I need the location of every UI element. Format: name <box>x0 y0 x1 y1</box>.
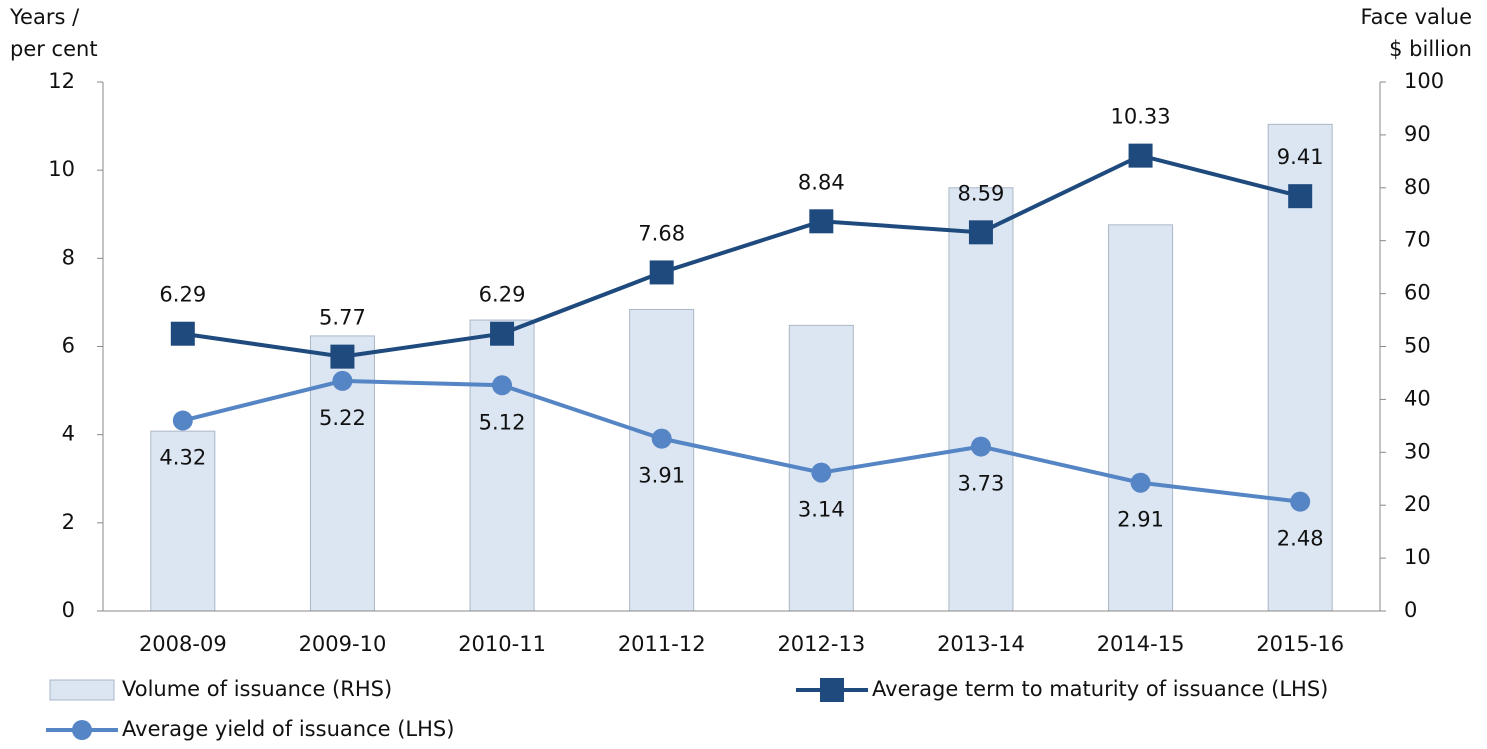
legend-swatch <box>820 678 844 702</box>
y-tick-label: 4 <box>62 422 75 446</box>
y-tick-label: 10 <box>48 157 75 181</box>
marker <box>172 410 193 431</box>
marker <box>170 321 195 346</box>
marker <box>1128 143 1153 168</box>
marker <box>968 220 993 245</box>
data-label: 3.91 <box>638 464 685 488</box>
marker <box>651 428 672 449</box>
data-label: 10.33 <box>1111 105 1171 129</box>
legend-swatch <box>72 720 92 740</box>
y2-tick-label: 10 <box>1404 545 1431 569</box>
x-tick-label: 2010-11 <box>458 632 546 656</box>
y-tick-label: 0 <box>62 598 75 622</box>
bar <box>150 430 216 612</box>
data-label: 8.84 <box>798 170 845 194</box>
marker <box>970 436 991 457</box>
marker <box>1290 491 1311 512</box>
marker <box>332 370 353 391</box>
data-label: 5.77 <box>319 306 366 330</box>
y-axis-title: per cent <box>10 37 98 61</box>
data-label: 2.48 <box>1277 527 1324 551</box>
data-label: 8.59 <box>958 181 1005 205</box>
data-label: 6.29 <box>479 283 526 307</box>
line <box>182 153 1301 359</box>
x-tick-label: 2015-16 <box>1256 632 1344 656</box>
marker <box>649 260 674 285</box>
legend-label: Volume of issuance (RHS) <box>122 677 392 701</box>
bar <box>1108 224 1174 612</box>
marker <box>490 321 515 346</box>
marker <box>1288 184 1313 209</box>
y2-tick-label: 80 <box>1404 175 1431 199</box>
y2-axis-title: Face value <box>1360 5 1472 29</box>
y2-tick-label: 40 <box>1404 386 1431 410</box>
bar <box>629 308 695 612</box>
y2-tick-label: 70 <box>1404 228 1431 252</box>
marker <box>809 209 834 234</box>
y2-tick-label: 50 <box>1404 334 1431 358</box>
x-tick-label: 2011-12 <box>618 632 706 656</box>
data-label: 6.29 <box>159 283 206 307</box>
legend-label: Average yield of issuance (LHS) <box>122 717 454 741</box>
y2-tick-label: 60 <box>1404 281 1431 305</box>
y-tick-label: 2 <box>62 510 75 534</box>
y2-tick-label: 90 <box>1404 122 1431 146</box>
x-tick-label: 2014-15 <box>1097 632 1185 656</box>
x-tick-label: 2009-10 <box>299 632 387 656</box>
data-label: 7.68 <box>638 221 685 245</box>
bar <box>469 319 535 612</box>
x-tick-label: 2012-13 <box>777 632 865 656</box>
data-label: 3.73 <box>958 472 1005 496</box>
data-label: 5.22 <box>319 406 366 430</box>
y2-tick-label: 0 <box>1404 598 1417 622</box>
y2-axis-title: $ billion <box>1389 37 1472 61</box>
data-label: 3.14 <box>798 498 845 522</box>
x-tick-label: 2013-14 <box>937 632 1025 656</box>
data-label: 4.32 <box>159 446 206 470</box>
y2-tick-label: 100 <box>1404 69 1444 93</box>
data-label: 9.41 <box>1277 145 1324 169</box>
marker <box>492 375 513 396</box>
line <box>182 378 1301 504</box>
y2-tick-label: 30 <box>1404 439 1431 463</box>
data-label: 2.91 <box>1117 508 1164 532</box>
legend-swatch <box>49 679 115 701</box>
x-tick-label: 2008-09 <box>139 632 227 656</box>
y-axis-title: Years / <box>9 5 80 29</box>
marker <box>330 344 355 369</box>
marker <box>1130 472 1151 493</box>
bar <box>948 187 1014 612</box>
y-tick-label: 6 <box>62 334 75 358</box>
marker <box>811 462 832 483</box>
y-tick-label: 8 <box>62 245 75 269</box>
y-tick-label: 12 <box>48 69 75 93</box>
legend-label: Average term to maturity of issuance (LH… <box>872 677 1328 701</box>
data-label: 5.12 <box>479 410 526 434</box>
y2-tick-label: 20 <box>1404 492 1431 516</box>
